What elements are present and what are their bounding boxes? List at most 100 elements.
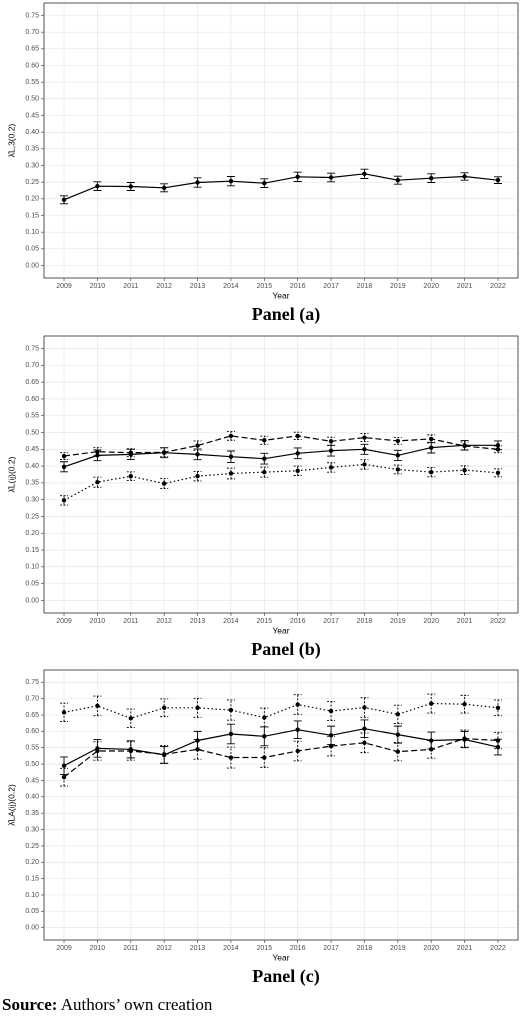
error-bar [493,445,502,454]
point [228,454,234,459]
x-tick-label: 2011 [123,618,138,625]
y-tick-label: 0.60 [25,62,39,69]
y-tick-label: 0.70 [25,29,39,36]
point [362,171,367,177]
y-tick-label: 0.65 [25,379,39,386]
point [262,734,267,739]
y-tick-label: 0.55 [25,79,39,86]
plot-border [43,335,519,614]
point [95,183,100,189]
y-tick-label: 0.70 [25,362,39,369]
point [295,468,300,474]
y-tick-label: 0.65 [25,46,39,53]
point [195,747,200,752]
point [161,450,167,455]
y-tick-label: 0.15 [25,547,39,554]
x-tick-label: 2009 [56,283,72,290]
error-bar [60,702,69,722]
point [495,705,501,710]
y-tick-label: 0.25 [25,843,39,850]
y-tick-label: 0.15 [25,875,39,882]
point [195,443,200,448]
y-tick-label: 0.20 [25,196,39,203]
point [95,449,100,454]
point [295,727,300,732]
source-text: Authors’ own creation [61,995,213,1014]
error-bar [327,735,336,757]
point [161,481,167,486]
source-label: Source: [2,995,57,1014]
y-tick-label: 0.10 [25,229,39,236]
error-bar [327,701,336,722]
y-tick-label: 0.10 [25,892,39,899]
x-tick-label: 2012 [156,945,172,952]
x-axis-label: Year [272,952,289,962]
y-tick-label: 0.45 [25,446,39,453]
y-tick-label: 0.55 [25,745,39,752]
point [228,471,234,476]
y-tick-label: 0.35 [25,146,39,153]
point [195,705,200,710]
point [328,743,334,749]
x-tick-label: 2013 [190,283,206,290]
point [429,701,434,706]
x-tick-label: 2009 [56,945,72,952]
point [495,443,501,448]
x-tick-label: 2017 [323,945,339,952]
x-tick-label: 2020 [423,283,439,290]
x-axis-label: Year [272,625,289,635]
x-tick-label: 2016 [290,283,306,290]
x-tick-label: 2012 [156,618,172,625]
point [262,438,267,443]
y-tick-label: 0.35 [25,480,39,487]
error-bar [360,697,369,718]
point [462,443,467,449]
x-tick-label: 2022 [490,618,506,625]
point [395,177,401,183]
y-axis-label: λ̂LA(ij)(0.2) [6,784,16,826]
x-tick-label: 2013 [190,945,206,952]
error-bar [260,707,269,728]
panel-caption: Panel (c) [252,966,319,987]
y-tick-label: 0.00 [25,925,39,932]
x-tick-label: 2018 [357,618,373,625]
point [61,774,67,780]
point [262,180,267,186]
point [395,467,401,472]
x-tick-label: 2016 [290,945,306,952]
point [362,740,367,746]
error-bar [226,746,235,769]
point [495,177,501,183]
point [61,464,67,469]
y-tick-label: 0.30 [25,497,39,504]
point [228,707,234,713]
error-bar [260,747,269,768]
x-tick-label: 2015 [257,945,273,952]
y-tick-label: 0.40 [25,129,39,136]
x-tick-label: 2021 [457,945,473,952]
point [262,469,267,475]
error-bar [93,695,102,717]
point [195,473,200,479]
series-line [63,463,499,501]
point [228,433,234,439]
x-tick-label: 2017 [323,618,339,625]
y-tick-label: 0.05 [25,908,39,915]
y-tick-label: 0.00 [25,262,39,269]
y-tick-label: 0.05 [25,246,39,253]
y-tick-label: 0.45 [25,777,39,784]
point [328,708,334,714]
x-tick-label: 2014 [223,283,239,290]
point [462,174,467,179]
point [95,748,100,754]
y-tick-label: 0.50 [25,96,39,103]
point [95,703,100,709]
x-tick-label: 2014 [223,945,239,952]
y-tick-label: 0.30 [25,162,39,169]
panel-caption: Panel (a) [252,304,320,325]
point [128,473,133,479]
y-tick-label: 0.20 [25,859,39,866]
point [161,185,167,191]
